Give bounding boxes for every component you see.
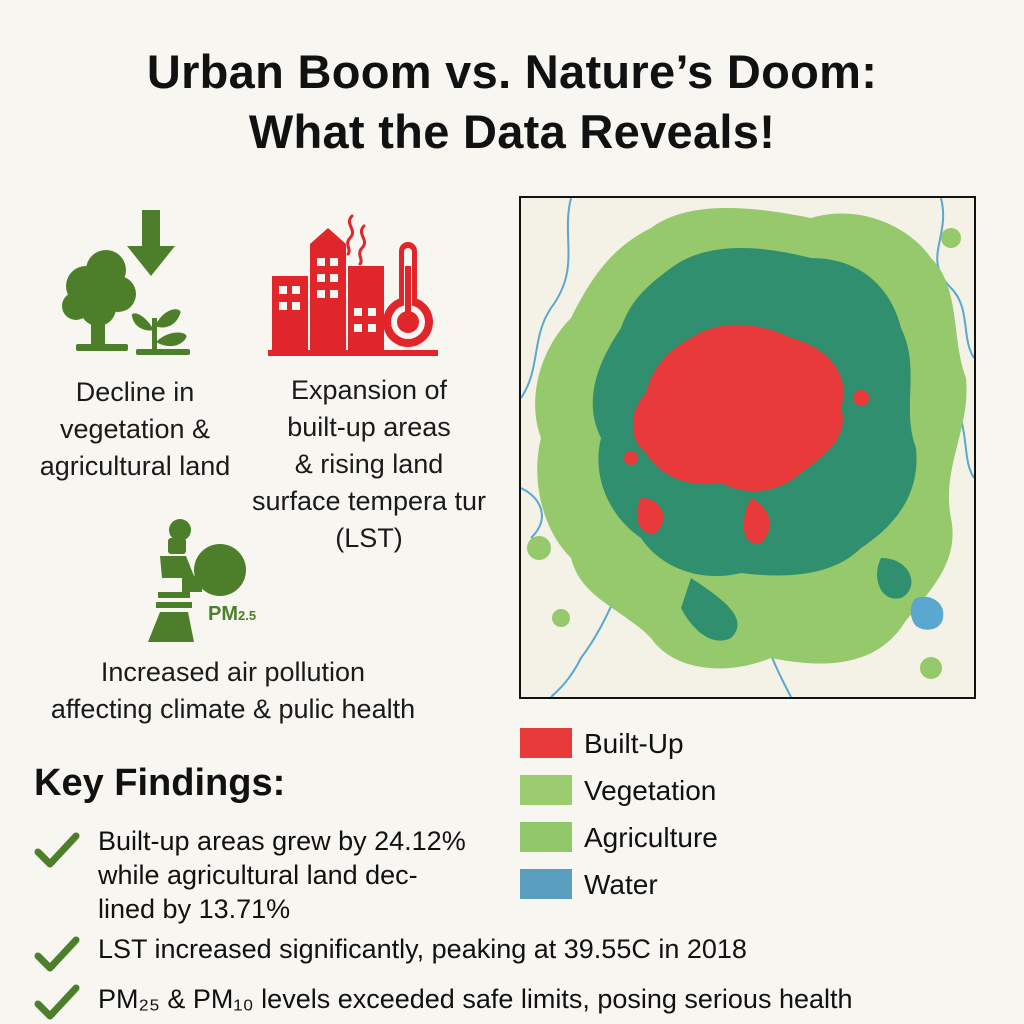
title-line-1: Urban Boom vs. Nature’s Doom: [146, 45, 878, 98]
title-line-2: What the Data Reveals! [248, 105, 776, 158]
land-use-map-canvas [521, 198, 974, 697]
buildings-thermometer-icon [268, 214, 438, 356]
legend-swatch [520, 775, 572, 805]
key-findings-heading: Key Findings: [34, 762, 286, 804]
legend-swatch [520, 822, 572, 852]
land-use-map [519, 196, 976, 699]
legend-swatch [520, 728, 572, 758]
legend-label: Vegetation [584, 775, 717, 806]
legend-swatch [520, 869, 572, 899]
check-icon [34, 936, 80, 972]
pm25-badge: PM2.5 [208, 603, 257, 625]
legend-label: Built-Up [584, 728, 684, 759]
tree-sprout-down-arrow-icon [62, 210, 190, 355]
water-body [910, 596, 944, 630]
built-up-lst-caption: Expansion of built-up areas & rising lan… [251, 375, 487, 553]
legend-label: Agriculture [584, 822, 718, 853]
check-icon [34, 984, 80, 1020]
page-title: Urban Boom vs. Nature’s Doom: What the D… [0, 42, 1024, 162]
check-icon [34, 832, 80, 868]
vegetation-decline-caption: Decline in vegetation & agricultural lan… [39, 377, 231, 481]
air-pollution-caption: Increased air pollution affecting climat… [50, 657, 416, 724]
legend-label: Water [584, 869, 658, 900]
built-up-area [624, 324, 869, 544]
factory-smoke-icon [148, 519, 246, 642]
